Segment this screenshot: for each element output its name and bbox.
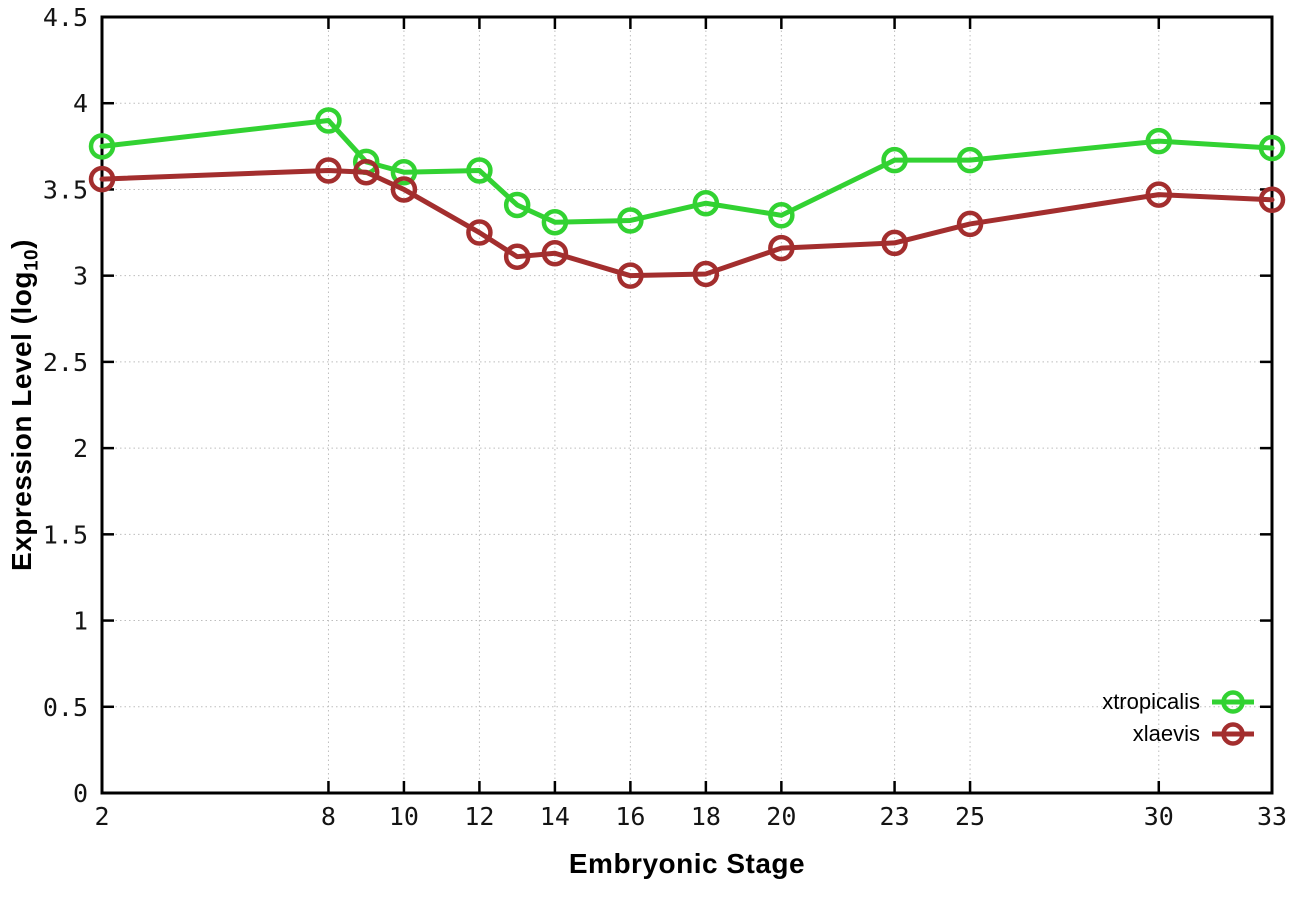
data-point-xtropicalis	[315, 107, 342, 134]
x-axis-label: Embryonic Stage	[568, 848, 806, 879]
data-point-xtropicalis	[88, 133, 116, 160]
data-point-xlaevis	[390, 176, 418, 203]
data-point-xlaevis	[503, 243, 531, 270]
series-line-xlaevis	[99, 167, 1275, 279]
chart-legend: xtropicalis xlaevis	[1102, 687, 1256, 749]
data-point-xtropicalis	[617, 207, 644, 234]
legend-marker-xlaevis-icon	[1212, 722, 1254, 746]
x-tick-label: 12	[464, 802, 494, 831]
data-point-xlaevis	[692, 260, 720, 288]
data-point-xtropicalis	[881, 146, 908, 174]
y-tick-label: 0	[73, 779, 88, 808]
data-point-xlaevis	[617, 262, 644, 289]
data-point-xtropicalis	[768, 202, 795, 229]
y-tick-label: 1	[73, 607, 88, 636]
y-tick-label: 4	[73, 89, 88, 118]
y-tick-label: 1.5	[43, 520, 88, 549]
data-point-xtropicalis	[1145, 127, 1173, 155]
y-tick-label: 4.5	[43, 3, 88, 32]
data-point-xtropicalis	[390, 158, 418, 186]
x-tick-label: 25	[955, 802, 985, 831]
x-tick-label: 33	[1257, 802, 1287, 831]
x-tick-label: 30	[1144, 802, 1174, 831]
data-point-xlaevis	[1258, 186, 1286, 214]
data-point-xlaevis	[881, 229, 908, 257]
y-tick-label: 0.5	[43, 693, 88, 722]
data-point-xtropicalis	[541, 208, 569, 236]
data-point-xtropicalis	[956, 146, 984, 174]
y-tick-label: 3.5	[43, 175, 88, 204]
data-point-xlaevis	[768, 234, 795, 262]
y-tick-label: 3	[73, 262, 88, 291]
legend-label: xlaevis	[1132, 721, 1200, 746]
legend-label: xtropicalis	[1102, 689, 1200, 714]
data-point-xlaevis	[352, 158, 380, 186]
y-axis-label-subscript: 10	[21, 248, 43, 272]
y-tick-label: 2.5	[43, 348, 88, 377]
data-point-xlaevis	[88, 165, 116, 193]
y-axis-label: Expression Level (log10)	[6, 239, 43, 571]
x-tick-label: 14	[540, 802, 570, 831]
x-tick-label: 18	[691, 802, 721, 831]
x-tick-label: 16	[615, 802, 645, 831]
data-point-xlaevis	[541, 239, 569, 267]
data-point-xtropicalis	[466, 157, 493, 184]
y-tick-label: 2	[73, 434, 88, 463]
x-tick-label: 8	[321, 802, 336, 831]
x-tick-label: 23	[880, 802, 910, 831]
legend-marker-xtropicalis-icon	[1212, 690, 1254, 714]
data-point-xlaevis	[1145, 181, 1173, 208]
x-tick-label: 10	[389, 802, 419, 831]
x-tick-label: 2	[94, 802, 109, 831]
x-tick-label: 20	[766, 802, 796, 831]
data-point-xtropicalis	[1258, 134, 1286, 162]
legend-item-xlaevis: xlaevis	[1133, 719, 1256, 749]
data-point-xlaevis	[315, 157, 342, 184]
plot-border	[100, 15, 1274, 795]
data-point-xtropicalis	[692, 189, 720, 217]
data-point-xlaevis	[956, 210, 984, 238]
data-point-xlaevis	[466, 219, 493, 246]
legend-item-xtropicalis: xtropicalis	[1102, 687, 1256, 717]
data-point-xtropicalis	[503, 191, 531, 219]
